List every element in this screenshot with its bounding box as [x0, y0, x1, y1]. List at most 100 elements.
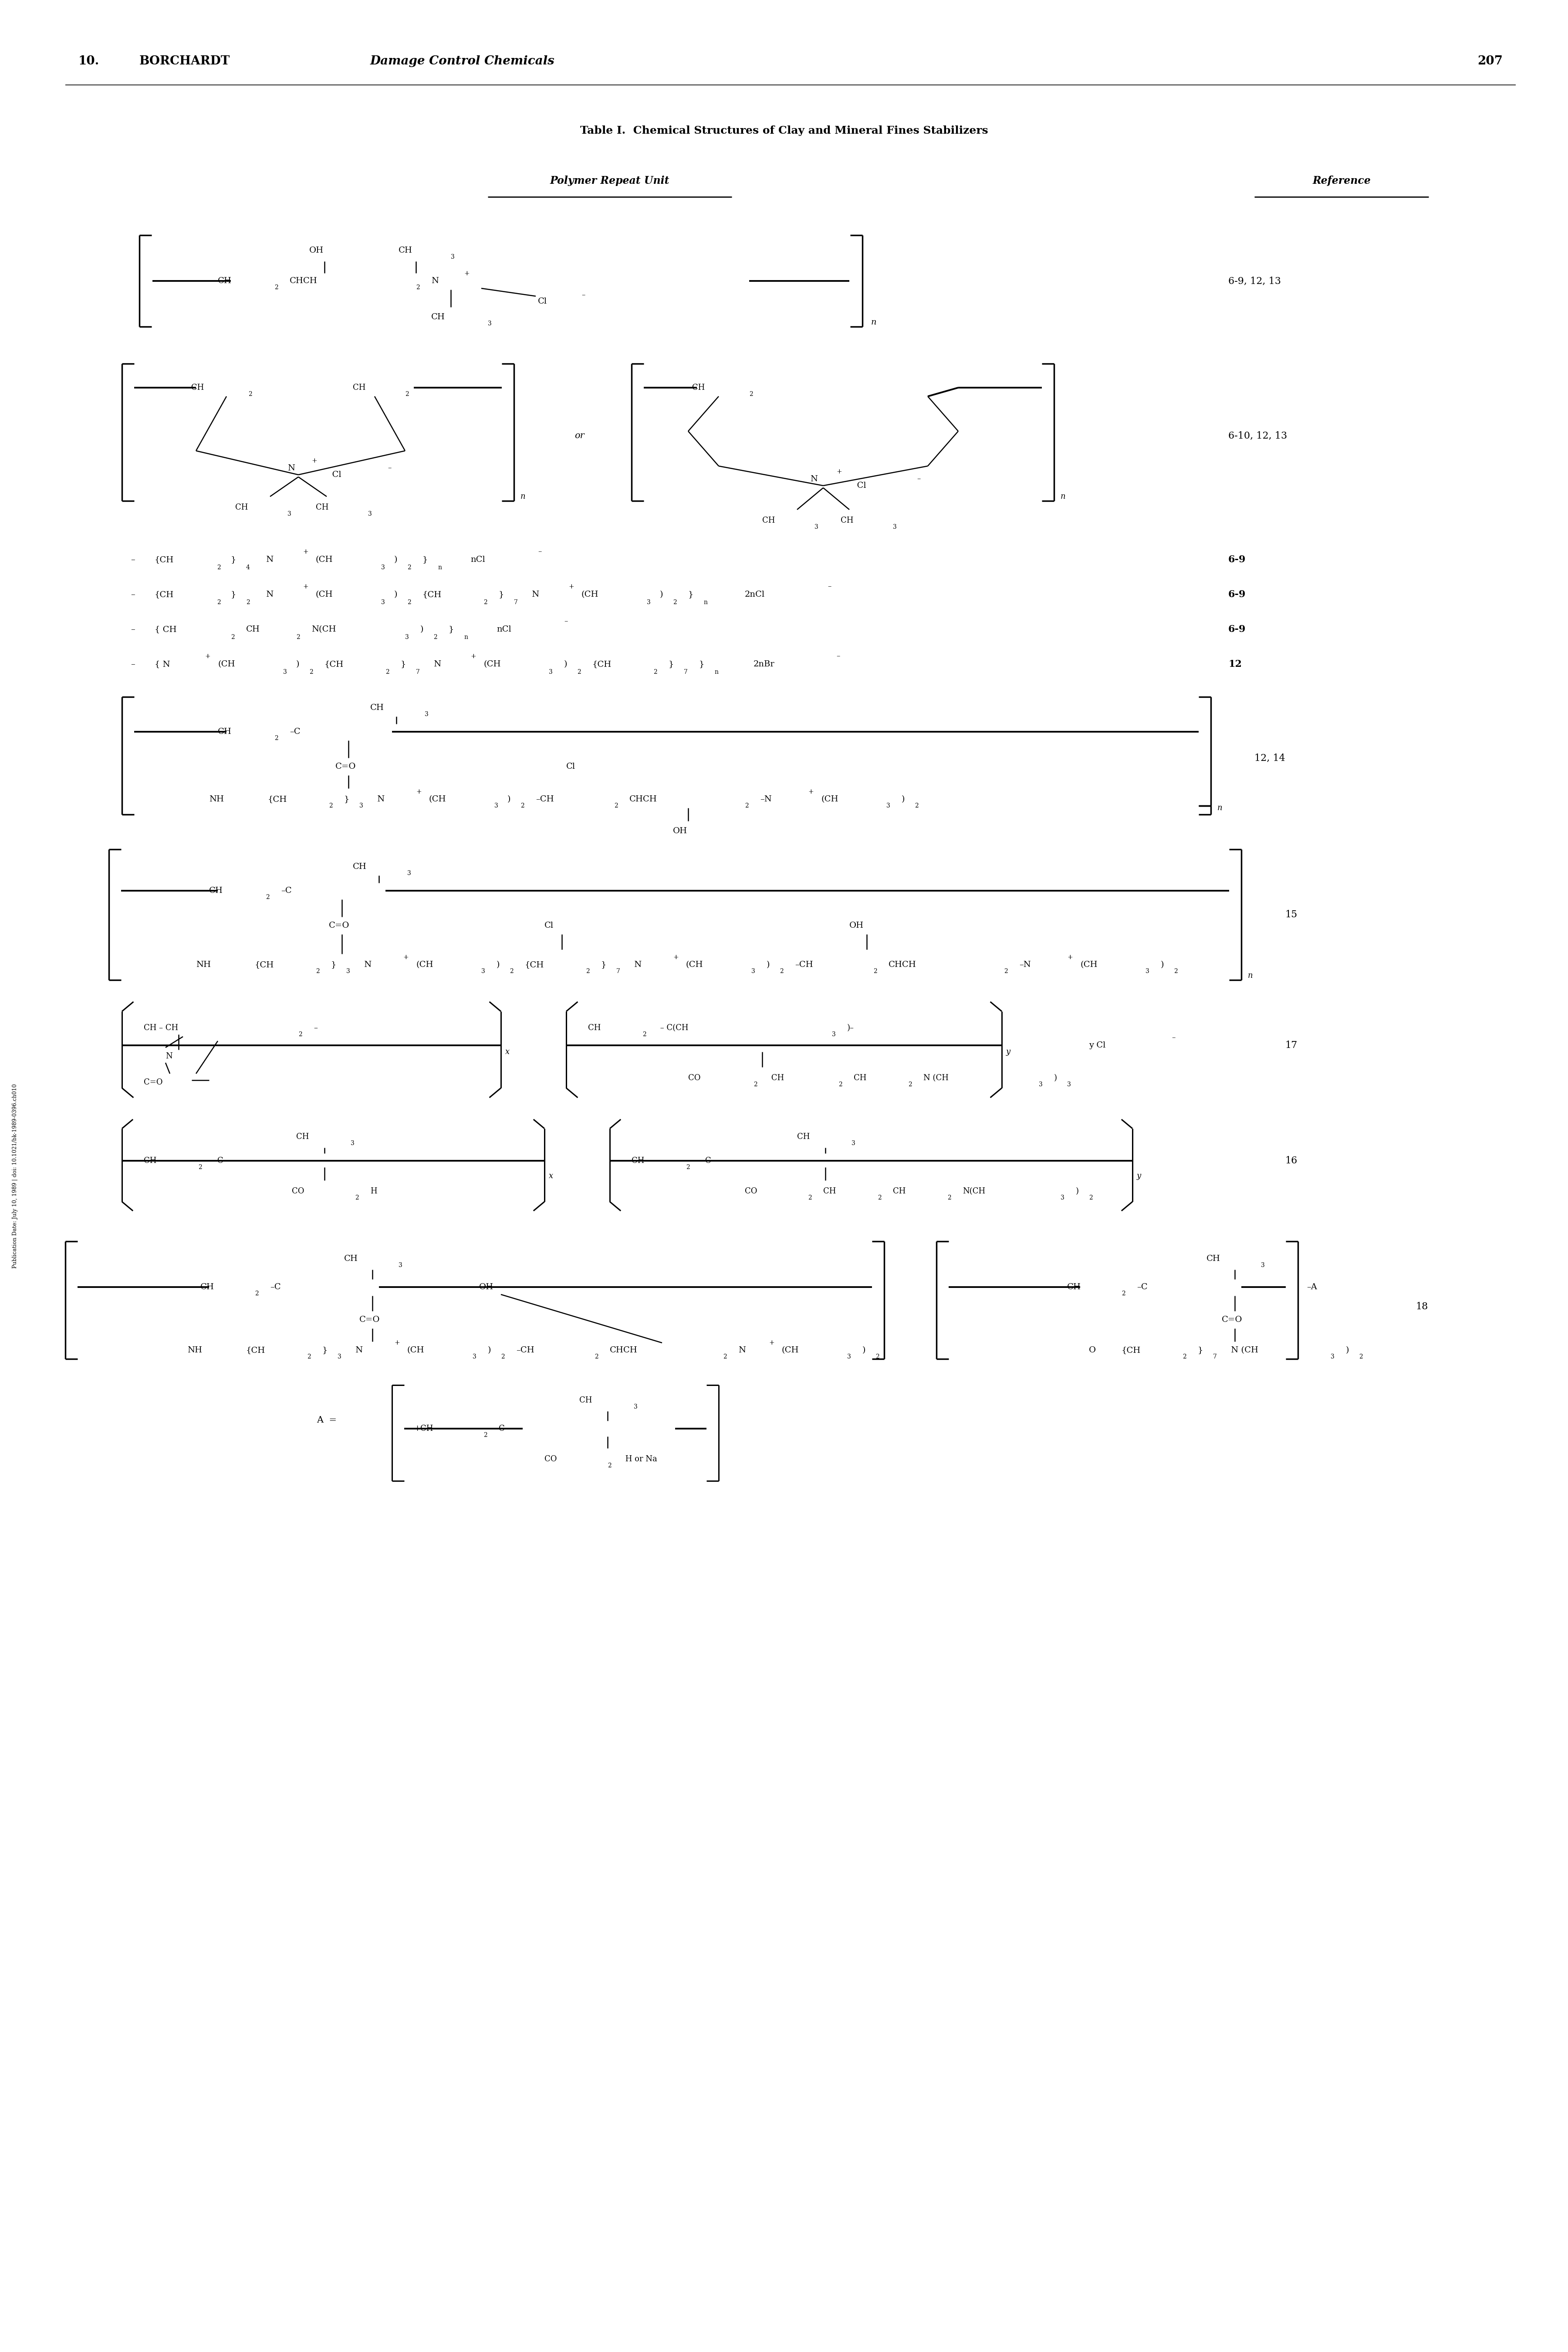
Text: 3: 3: [633, 1404, 638, 1409]
Text: CH: CH: [144, 1157, 157, 1164]
Text: –C: –C: [701, 1157, 712, 1164]
Text: 3: 3: [1146, 969, 1149, 974]
Text: ): ): [1160, 962, 1163, 969]
Text: 7: 7: [616, 969, 621, 974]
Text: –: –: [917, 475, 920, 482]
Text: y: y: [1137, 1171, 1142, 1181]
Text: 3: 3: [347, 969, 350, 974]
Text: N: N: [811, 475, 817, 482]
Text: 2: 2: [673, 600, 677, 604]
Text: 2: 2: [230, 635, 235, 640]
Text: –C: –C: [1137, 1284, 1148, 1291]
Text: {CH: {CH: [422, 590, 442, 597]
Text: 12, 14: 12, 14: [1254, 753, 1286, 762]
Text: 2: 2: [615, 802, 618, 809]
Text: A  =: A =: [317, 1416, 337, 1423]
Text: 2: 2: [1359, 1355, 1363, 1359]
Text: CH: CH: [632, 1157, 644, 1164]
Text: n: n: [1060, 492, 1066, 501]
Text: –CH: –CH: [795, 962, 814, 969]
Text: N: N: [263, 590, 274, 597]
Text: NH: NH: [196, 962, 210, 969]
Text: 2nBr: 2nBr: [754, 661, 775, 668]
Text: ): ): [1076, 1188, 1079, 1195]
Text: H or Na: H or Na: [622, 1456, 657, 1463]
Text: 17: 17: [1284, 1040, 1297, 1049]
Text: }: }: [1198, 1345, 1203, 1355]
Text: 2: 2: [643, 1033, 646, 1037]
Text: 2: 2: [745, 802, 748, 809]
Text: Polymer Repeat Unit: Polymer Repeat Unit: [550, 176, 670, 186]
Text: CH: CH: [209, 887, 223, 894]
Text: 2: 2: [274, 736, 278, 741]
Text: +: +: [836, 468, 842, 475]
Text: 3: 3: [452, 254, 455, 261]
Text: }: }: [422, 555, 428, 564]
Text: 2: 2: [1088, 1195, 1093, 1202]
Text: 3: 3: [398, 1263, 403, 1268]
Text: 3: 3: [1068, 1082, 1071, 1087]
Text: CH: CH: [762, 517, 775, 524]
Text: 2: 2: [315, 969, 320, 974]
Text: 6-10, 12, 13: 6-10, 12, 13: [1228, 430, 1287, 440]
Text: –: –: [130, 590, 135, 597]
Text: –C: –C: [290, 727, 301, 736]
Text: N(CH: N(CH: [312, 626, 336, 633]
Text: +: +: [303, 583, 309, 590]
Text: ): ): [767, 962, 770, 969]
Text: 3: 3: [337, 1355, 342, 1359]
Text: +: +: [303, 548, 309, 555]
Text: (CH: (CH: [687, 962, 702, 969]
Text: 2: 2: [510, 969, 513, 974]
Text: }: }: [331, 962, 337, 969]
Text: 2: 2: [654, 668, 657, 675]
Text: N: N: [530, 590, 539, 597]
Text: +CH: +CH: [414, 1425, 433, 1432]
Text: CO: CO: [745, 1188, 757, 1195]
Text: Cl: Cl: [326, 470, 342, 480]
Text: }: }: [668, 661, 674, 668]
Text: (CH: (CH: [218, 661, 235, 668]
Text: 3: 3: [408, 870, 411, 877]
Text: C–: C–: [499, 1425, 508, 1432]
Text: 2: 2: [723, 1355, 728, 1359]
Text: 3: 3: [488, 320, 492, 327]
Text: C=O: C=O: [144, 1080, 163, 1087]
Text: +: +: [470, 654, 477, 659]
Text: –N: –N: [1019, 962, 1030, 969]
Text: CHCH: CHCH: [889, 962, 916, 969]
Text: –: –: [836, 654, 840, 661]
Text: n: n: [437, 564, 442, 572]
Text: ): ): [497, 962, 500, 969]
Text: n: n: [704, 600, 707, 604]
Text: 2: 2: [1174, 969, 1178, 974]
Text: CH: CH: [579, 1397, 593, 1404]
Text: Cl: Cl: [544, 922, 554, 929]
Text: CH: CH: [296, 1134, 309, 1141]
Text: 2: 2: [248, 390, 252, 397]
Text: 2: 2: [329, 802, 332, 809]
Text: y Cl: y Cl: [1088, 1042, 1105, 1049]
Text: –: –: [314, 1023, 317, 1033]
Text: N: N: [632, 962, 641, 969]
Text: 2: 2: [586, 969, 590, 974]
Text: CH: CH: [398, 247, 412, 254]
Text: N: N: [362, 962, 372, 969]
Text: 3: 3: [1038, 1082, 1043, 1087]
Text: 3: 3: [472, 1355, 477, 1359]
Text: 2: 2: [254, 1291, 259, 1296]
Text: 2: 2: [1121, 1291, 1126, 1296]
Text: OH: OH: [480, 1284, 494, 1291]
Text: ): ): [660, 590, 663, 597]
Text: ): ): [902, 795, 905, 802]
Text: ): ): [1054, 1075, 1057, 1082]
Text: 2: 2: [416, 285, 420, 292]
Text: n: n: [715, 668, 718, 675]
Text: 2: 2: [483, 600, 488, 604]
Text: +: +: [416, 788, 422, 795]
Text: –: –: [130, 626, 135, 633]
Text: Cl: Cl: [538, 296, 547, 306]
Text: 3: 3: [847, 1355, 851, 1359]
Text: +: +: [768, 1341, 775, 1345]
Text: 3: 3: [381, 564, 384, 572]
